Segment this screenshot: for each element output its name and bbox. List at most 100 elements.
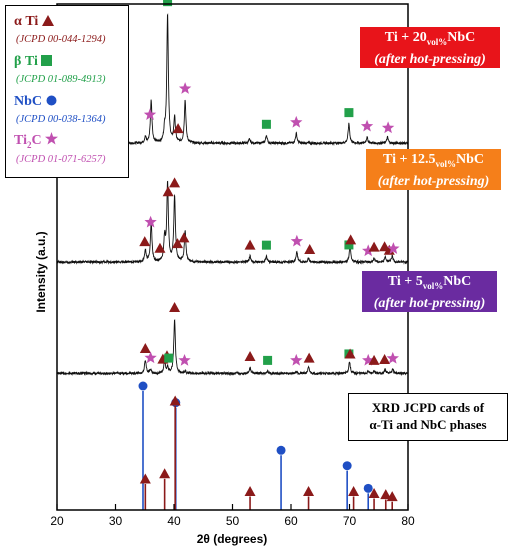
series-label-12-5-sub: vol% <box>435 158 456 169</box>
alpha-ti-line-marker-1 <box>159 468 171 479</box>
series-2-marker-12 <box>344 348 356 359</box>
legend-beta-ti-label: β Ti <box>14 54 38 69</box>
series-label-5-line1-end: NbC <box>443 274 472 289</box>
series-0-marker-8 <box>381 121 395 134</box>
series-0-marker-5 <box>290 115 303 128</box>
series-1-marker-13 <box>362 244 375 257</box>
series-label-20-line2: (after hot-pressing) <box>374 51 486 67</box>
x-tick-label-60: 60 <box>284 514 298 528</box>
series-2-marker-7 <box>244 351 256 362</box>
nbc-line-marker-4 <box>363 483 373 493</box>
x-tick-label-70: 70 <box>343 514 357 528</box>
reference-cards-line2: α-Ti and NbC phases <box>369 417 487 432</box>
y-axis-title: Intensity (a.u.) <box>34 231 48 312</box>
alpha-ti-line-marker-8 <box>386 491 398 502</box>
series-0-marker-4 <box>261 119 271 129</box>
legend-nbc-label: NbC <box>14 94 43 109</box>
x-tick-label-20: 20 <box>50 514 64 528</box>
legend-nbc: NbC <box>14 94 57 110</box>
series-0-marker-3 <box>178 82 192 94</box>
series-1-marker-8 <box>261 240 271 250</box>
series-1-marker-6 <box>178 232 190 243</box>
series-1-marker-14 <box>368 241 380 252</box>
x-axis-title: 2θ (degrees) <box>197 532 268 546</box>
alpha-ti-line-marker-4 <box>303 485 315 496</box>
nbc-line-marker-2 <box>276 445 286 455</box>
series-2-marker-4 <box>164 353 174 363</box>
series-2-marker-8 <box>263 355 273 365</box>
nbc-line-marker-0 <box>138 381 148 391</box>
legend-ti2c: Ti2C <box>14 132 59 150</box>
series-0-marker-1 <box>163 0 173 7</box>
alpha-ti-line-marker-7 <box>380 489 392 500</box>
series-1-marker-5 <box>172 238 184 249</box>
series-1-marker-10 <box>304 243 316 254</box>
series-2-marker-14 <box>368 354 380 365</box>
legend-alpha-ti: α Ti <box>14 14 54 30</box>
series-label-12-5-line1-end: NbC <box>455 152 484 167</box>
reference-cards-label: XRD JCPD cards of α-Ti and NbC phases <box>348 393 508 441</box>
series-2-marker-16 <box>386 351 399 364</box>
reference-cards-line1: XRD JCPD cards of <box>371 400 485 415</box>
series-label-20-line1-end: NbC <box>447 30 476 45</box>
circle-icon <box>46 95 57 106</box>
series-1-marker-2 <box>154 242 166 253</box>
alpha-ti-line-marker-5 <box>348 485 360 496</box>
series-2-marker-6 <box>178 353 191 366</box>
phase-legend: α Ti (JCPD 00-044-1294) β Ti (JCPD 01-08… <box>5 5 129 178</box>
series-label-12-5: Ti + 12.5vol%NbC (after hot-pressing) <box>366 149 501 190</box>
series-label-5-line1: Ti + 5 <box>387 274 423 289</box>
series-1-marker-17 <box>387 242 400 254</box>
x-tick-label-30: 30 <box>109 514 123 528</box>
series-2-marker-1 <box>144 351 157 364</box>
series-1-marker-3 <box>162 186 174 197</box>
series-1-marker-12 <box>345 234 357 245</box>
series-1-marker-4 <box>169 177 181 188</box>
series-2-marker-5 <box>169 302 181 313</box>
alpha-ti-line-marker-3 <box>244 485 256 496</box>
x-tick-label-40: 40 <box>167 514 181 528</box>
nbc-line-marker-3 <box>342 461 352 471</box>
series-label-20-sub: vol% <box>426 36 448 47</box>
series-1-marker-9 <box>290 234 304 247</box>
square-icon <box>41 55 53 66</box>
alpha-ti-line-marker-6 <box>368 488 380 499</box>
series-label-5-sub: vol% <box>422 280 444 291</box>
series-1-marker-7 <box>244 239 256 250</box>
phase-markers <box>139 0 400 366</box>
legend-ti2c-card: (JCPD 01-071-6257) <box>16 154 106 165</box>
series-label-20-line1: Ti + 20 <box>384 30 427 45</box>
series-0-marker-7 <box>360 119 374 132</box>
legend-beta-ti-card: (JCPD 01-089-4913) <box>16 74 106 85</box>
series-0-marker-2 <box>172 123 184 134</box>
xrd-trace-2 <box>56 319 409 377</box>
series-0-marker-0 <box>143 108 157 120</box>
x-axis: 20 30 40 50 60 70 80 <box>50 504 415 528</box>
series-label-20: Ti + 20vol%NbC (after hot-pressing) <box>360 27 500 68</box>
series-label-5: Ti + 5vol%NbC (after hot-pressing) <box>362 271 497 312</box>
triangle-icon <box>41 15 54 26</box>
series-0-marker-6 <box>344 108 354 118</box>
xrd-trace-1 <box>56 180 409 265</box>
legend-beta-ti: β Ti <box>14 54 53 70</box>
series-2-marker-15 <box>379 353 391 364</box>
series-2-marker-0 <box>139 343 151 354</box>
x-tick-label-80: 80 <box>401 514 415 528</box>
series-label-12-5-line2: (after hot-pressing) <box>377 173 490 189</box>
x-tick-label-50: 50 <box>226 514 240 528</box>
alpha-ti-line-marker-0 <box>139 473 151 484</box>
reference-lines <box>138 381 398 510</box>
series-label-12-5-line1: Ti + 12.5 <box>383 152 436 167</box>
star-icon <box>45 132 59 145</box>
series-label-5-line2: (after hot-pressing) <box>373 295 486 311</box>
series-1-marker-11 <box>344 240 354 250</box>
series-1-marker-0 <box>139 236 151 247</box>
alpha-ti-line-marker-2 <box>169 395 181 406</box>
legend-alpha-ti-card: (JCPD 00-044-1294) <box>16 34 106 45</box>
legend-nbc-card: (JCPD 00-038-1364) <box>16 114 106 125</box>
series-2-marker-10 <box>303 352 315 363</box>
series-1-marker-1 <box>144 215 157 228</box>
series-2-marker-9 <box>290 353 303 366</box>
legend-alpha-ti-label: α Ti <box>14 14 39 29</box>
